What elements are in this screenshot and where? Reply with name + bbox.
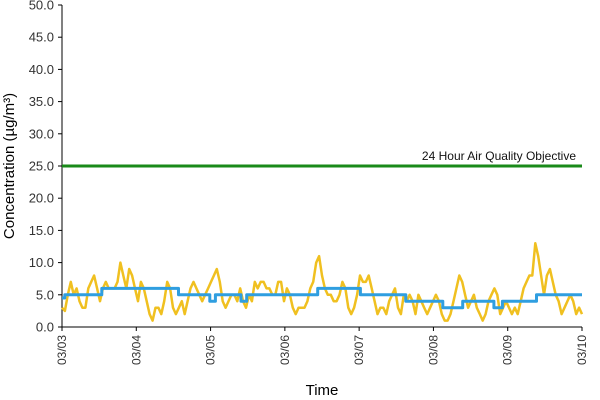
x-axis-title: Time: [306, 382, 339, 399]
y-axis-ticks: 0.0 5.0 10.0 15.0 20.0 25.0 30.0 35.0 40.0 45.0 50…: [29, 0, 62, 335]
x-tick-label: 03/09: [501, 335, 515, 365]
series-group: [61, 242, 584, 322]
x-tick-label: 03/10: [575, 335, 589, 365]
x-tick-label: 03/08: [426, 335, 440, 365]
y-tick-label: 20.0: [29, 191, 54, 206]
y-tick-label: 30.0: [29, 126, 54, 141]
x-tick-label: 03/06: [278, 335, 292, 365]
x-tick-label: 03/03: [55, 335, 69, 365]
y-tick-label: 40.0: [29, 62, 54, 77]
objective-label: 24 Hour Air Quality Objective: [422, 149, 576, 163]
y-tick-label: 5.0: [36, 287, 54, 302]
y-tick-label: 50.0: [29, 0, 54, 13]
x-tick-label: 03/05: [204, 335, 218, 365]
series-line-daily: [62, 286, 582, 310]
y-tick-label: 25.0: [29, 159, 54, 174]
x-tick-label: 03/07: [352, 335, 366, 365]
y-tick-label: 15.0: [29, 223, 54, 238]
y-tick-label: 10.0: [29, 255, 54, 270]
x-tick-label: 03/04: [129, 335, 143, 365]
y-tick-label: 35.0: [29, 94, 54, 109]
y-tick-label: 45.0: [29, 30, 54, 45]
x-axis-ticks: 03/03 03/04 03/05 03/06 03/07 03/08 03/09 03/10: [55, 327, 589, 365]
y-tick-label: 0.0: [36, 320, 54, 335]
y-axis-title: Concentration (µg/m³): [1, 93, 18, 239]
series-line-hourly: [61, 242, 584, 322]
